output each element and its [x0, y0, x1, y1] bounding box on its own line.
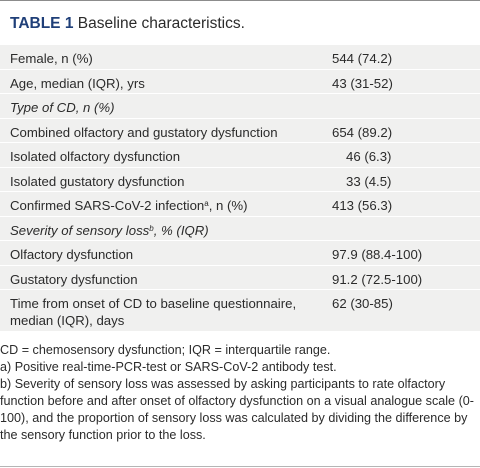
row-label: Female, n (%): [10, 51, 93, 66]
table-row: Gustatory dysfunction 91.2 (72.5-100): [0, 266, 480, 290]
row-label-text: Confirmed SARS-CoV-2 infection: [10, 198, 205, 213]
table-row: Female, n (%) 544 (74.2): [0, 45, 480, 70]
table-row: Isolated olfactory dysfunction 46 (6.3): [0, 143, 480, 168]
section-header-row: Type of CD, n (%): [0, 94, 480, 119]
section-label-text: , % (IQR): [153, 222, 209, 238]
row-label: Confirmed SARS-CoV-2 infectiona, n (%): [10, 197, 310, 214]
footnote-marker: b: [149, 223, 154, 233]
table-row: Olfactory dysfunction 97.9 (88.4-100): [0, 241, 480, 266]
section-label: Type of CD, n (%): [10, 100, 115, 115]
footnote-abbreviations: CD = chemosensory dysfunction; IQR = int…: [0, 343, 331, 357]
section-label: Severity of sensory lossb, % (IQR): [10, 222, 310, 239]
row-label: Combined olfactory and gustatory dysfunc…: [10, 124, 278, 140]
row-value: 654 (89.2): [332, 124, 393, 140]
row-label: Olfactory dysfunction: [10, 247, 134, 262]
row-label: Time from onset of CD to baseline questi…: [10, 296, 297, 328]
row-value: 413 (56.3): [332, 198, 393, 213]
footnote-a: a) Positive real-time-PCR-test or SARS-C…: [0, 360, 337, 374]
row-value: 43 (31-52): [332, 75, 393, 91]
section-label-text: Severity of sensory loss: [10, 222, 150, 238]
row-label: Isolated olfactory dysfunction: [10, 149, 181, 164]
row-label-text: , n (%): [208, 198, 248, 213]
table-title-bar: TABLE 1 Baseline characteristics.: [0, 0, 480, 40]
row-value: 33 (4.5): [346, 173, 392, 189]
table-title: TABLE 1 Baseline characteristics.: [10, 15, 245, 33]
footnote-b: b) Severity of sensory loss was assessed…: [0, 377, 474, 442]
row-value: 62 (30-85): [332, 296, 393, 311]
footnote-marker: a: [204, 199, 209, 208]
row-label: Age, median (IQR), yrs: [10, 75, 145, 91]
table-row: Age, median (IQR), yrs 43 (31-52): [0, 70, 480, 94]
row-value: 544 (74.2): [332, 51, 393, 66]
table-row: Time from onset of CD to baseline questi…: [0, 290, 480, 331]
row-label: Gustatory dysfunction: [10, 271, 138, 287]
baseline-table: Female, n (%) 544 (74.2) Age, median (IQ…: [0, 45, 480, 331]
row-value: 91.2 (72.5-100): [332, 271, 423, 287]
row-value: 46 (6.3): [346, 149, 392, 164]
table-caption: Baseline characteristics.: [73, 15, 245, 32]
table-row: Isolated gustatory dysfunction 33 (4.5): [0, 168, 480, 192]
row-value: 97.9 (88.4-100): [332, 247, 423, 262]
table-row: Confirmed SARS-CoV-2 infectiona, n (%) 4…: [0, 192, 480, 217]
table-row: Combined olfactory and gustatory dysfunc…: [0, 119, 480, 143]
table-footnotes: CD = chemosensory dysfunction; IQR = int…: [0, 342, 476, 444]
section-header-row: Severity of sensory lossb, % (IQR): [0, 217, 480, 241]
row-label: Isolated gustatory dysfunction: [10, 173, 185, 189]
bottom-divider: [0, 466, 480, 467]
table-number: TABLE 1: [10, 15, 74, 32]
